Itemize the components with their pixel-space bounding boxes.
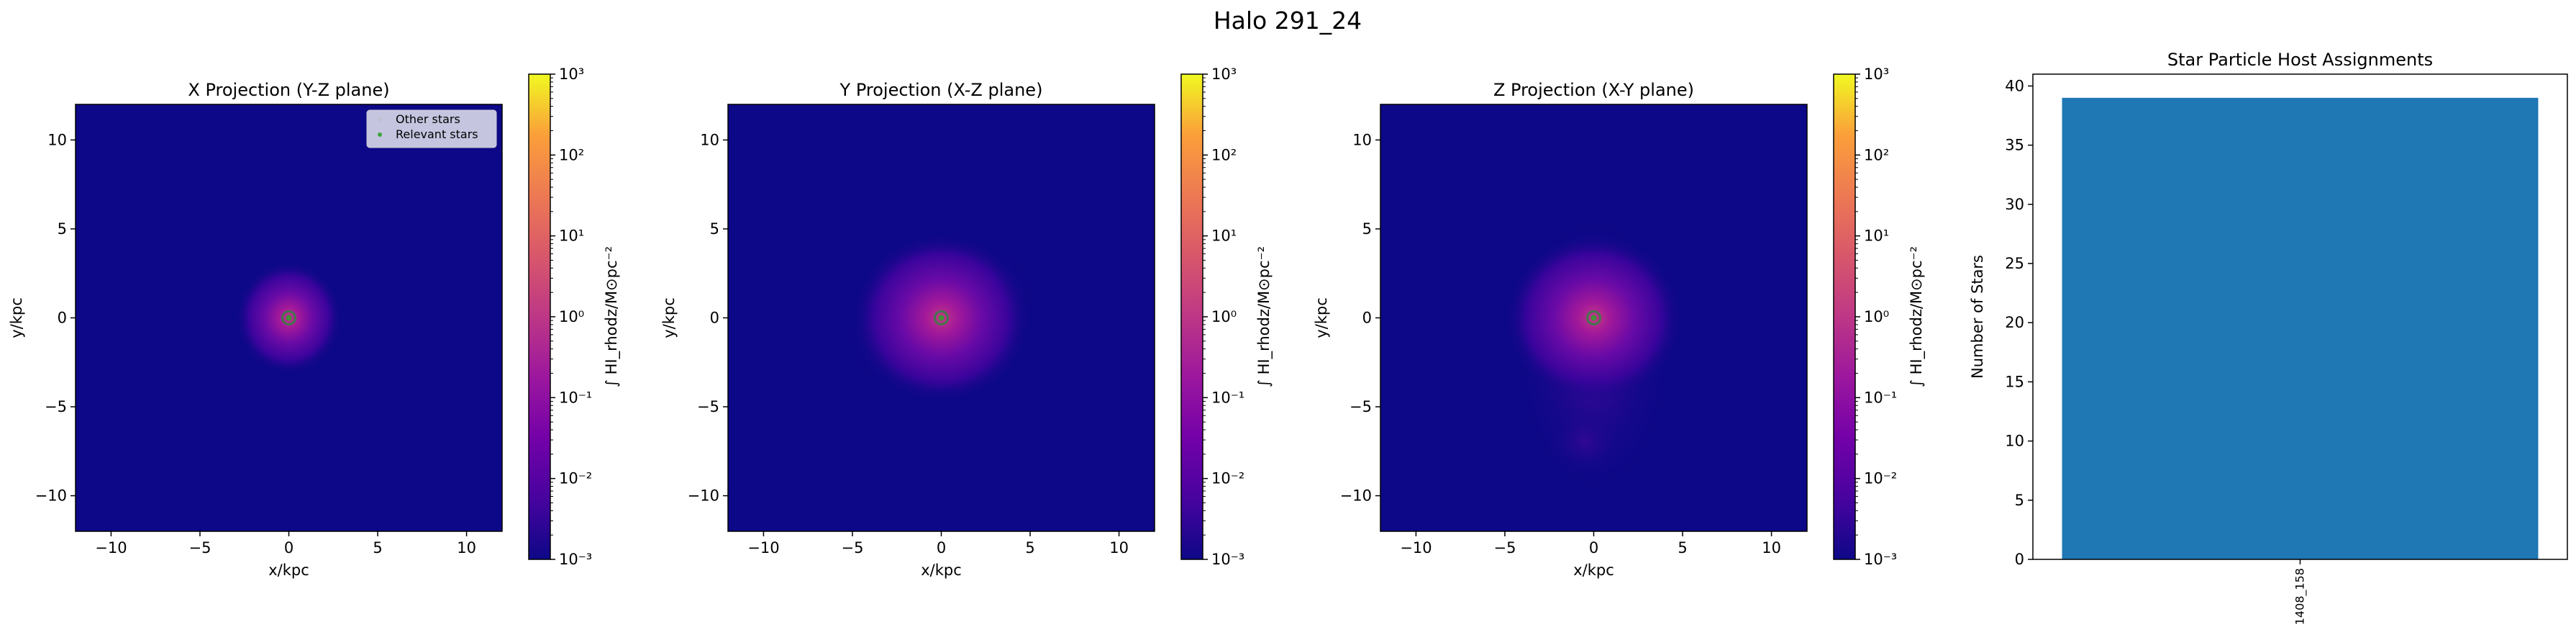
x-tick-label: −5 <box>1493 539 1516 556</box>
colorbar-label: ∫ HI_rhodz/M⊙pc⁻² <box>1255 246 1273 387</box>
colorbar-tick-label: 10⁻² <box>1211 470 1244 487</box>
y-axis-label: y/kpc <box>660 297 678 338</box>
colorbar-tick-label: 10² <box>559 146 584 163</box>
x-tick-label: −10 <box>95 539 127 556</box>
legend-entry: Other stars <box>396 112 460 126</box>
y-tick-label: 25 <box>2005 255 2024 272</box>
x-axis-label: x/kpc <box>1573 562 1614 579</box>
panel-title: Y Projection (X-Z plane) <box>839 80 1043 100</box>
colorbar <box>1180 73 1203 560</box>
star-cluster <box>281 310 296 325</box>
y-tick-label: 30 <box>2005 196 2024 213</box>
y-tick-label: 15 <box>2005 373 2024 390</box>
y-tick-label: 10 <box>47 131 67 148</box>
y-tick-label: −5 <box>45 398 67 415</box>
legend-marker <box>378 117 382 122</box>
colorbar-tick-label: 10⁻³ <box>1864 551 1897 568</box>
colorbar-tick-label: 10⁰ <box>1211 308 1237 325</box>
colorbar-tick-label: 10⁰ <box>1864 308 1889 325</box>
y-tick-label: 40 <box>2005 77 2024 94</box>
y-tick-label: 0 <box>1362 310 1372 327</box>
figure-suptitle: Halo 291_24 <box>1214 6 1362 35</box>
y-tick-label: 10 <box>2005 433 2024 450</box>
y-tick-label: 35 <box>2005 137 2024 154</box>
legend-box <box>366 109 497 148</box>
x-tick-label: 0 <box>937 539 946 556</box>
panel-title: Star Particle Host Assignments <box>2167 50 2433 70</box>
host-assignment-panel: 1408_158 0 5 10 15 20 25 30 35 40 Number of Stars S… <box>1969 50 2568 625</box>
colorbar-tick-label: 10⁻² <box>559 470 592 487</box>
projection-panel-2: −10 −5 0 5 10 −10 −5 0 5 10 x/kpc y/kpc Y Projection… <box>660 66 1273 579</box>
x-tick-label: 5 <box>373 539 382 556</box>
x-tick-label: −10 <box>1400 539 1432 556</box>
colorbar-tick-label: 10⁻³ <box>559 551 592 568</box>
x-tick-label: 1408_158 <box>2293 568 2308 625</box>
x-tick-label: 10 <box>1762 539 1781 556</box>
colorbar-label: ∫ HI_rhodz/M⊙pc⁻² <box>1908 246 1926 387</box>
y-tick-label: 10 <box>1352 131 1372 148</box>
colorbar-tick-label: 10² <box>1211 146 1237 163</box>
x-axis-label: x/kpc <box>268 562 309 579</box>
colorbar-tick-label: 10³ <box>1864 66 1889 83</box>
y-tick-label: 10 <box>700 131 719 148</box>
x-tick-label: 0 <box>1589 539 1598 556</box>
star-point <box>1590 315 1597 321</box>
y-tick-label: 0 <box>710 310 719 327</box>
x-tick-label: 5 <box>1025 539 1034 556</box>
x-tick-label: 5 <box>1678 539 1687 556</box>
colorbar-tick-label: 10¹ <box>1864 227 1889 245</box>
y-axis-label: y/kpc <box>8 297 25 338</box>
colorbar-tick-label: 10² <box>1864 146 1889 163</box>
colorbar-label: ∫ HI_rhodz/M⊙pc⁻² <box>603 246 621 387</box>
colorbar-tick-label: 10⁻² <box>1864 470 1897 487</box>
x-tick-label: −5 <box>841 539 863 556</box>
y-tick-label: 5 <box>710 220 719 238</box>
projection-panel-1: −10 −5 0 5 10 −10 −5 0 5 10 x/kpc y/kpc X Projection… <box>8 66 621 579</box>
panel-title: Z Projection (X-Y plane) <box>1493 80 1694 100</box>
y-tick-label: −5 <box>697 398 719 415</box>
panel-title: X Projection (Y-Z plane) <box>188 80 389 100</box>
y-tick-label: −10 <box>688 487 719 505</box>
legend-entry: Relevant stars <box>396 127 478 141</box>
colorbar-tick-label: 10³ <box>1211 66 1237 83</box>
x-tick-label: 10 <box>1109 539 1129 556</box>
y-axis-label: Number of Stars <box>1969 255 1986 379</box>
y-axis-label: y/kpc <box>1313 297 1330 338</box>
x-axis-label: x/kpc <box>921 562 962 579</box>
x-tick-label: −5 <box>188 539 211 556</box>
colorbar-tick-label: 10⁻¹ <box>1211 389 1244 406</box>
gas-halo-tail <box>1544 407 1625 478</box>
star-cluster <box>1586 310 1601 325</box>
y-tick-label: 5 <box>2015 492 2024 509</box>
y-tick-label: 0 <box>58 310 67 327</box>
y-tick-label: 20 <box>2005 314 2024 331</box>
y-tick-label: −10 <box>35 487 67 505</box>
colorbar-tick-label: 10¹ <box>1211 227 1237 245</box>
y-tick-label: −5 <box>1350 398 1372 415</box>
plot-frame <box>2032 73 2568 560</box>
colorbar <box>528 73 551 560</box>
y-tick-label: 0 <box>2015 551 2024 568</box>
y-tick-label: 5 <box>58 220 67 238</box>
colorbar <box>1833 73 1856 560</box>
colorbar-tick-label: 10⁻³ <box>1211 551 1244 568</box>
colorbar-tick-label: 10³ <box>559 66 584 83</box>
colorbar-tick-label: 10¹ <box>559 227 584 245</box>
x-tick-label: −10 <box>747 539 779 556</box>
y-tick-label: 5 <box>1362 220 1372 238</box>
x-tick-label: 10 <box>457 539 476 556</box>
y-tick-label: −10 <box>1340 487 1372 505</box>
star-point <box>938 315 945 321</box>
colorbar-tick-label: 10⁰ <box>559 308 584 325</box>
star-cluster <box>934 310 949 325</box>
star-point <box>286 315 292 321</box>
x-tick-label: 0 <box>284 539 293 556</box>
colorbar-tick-label: 10⁻¹ <box>559 389 592 406</box>
bar <box>2062 97 2539 559</box>
projection-panel-3: −10 −5 0 5 10 −10 −5 0 5 10 x/kpc y/kpc Z Projection… <box>1313 66 1926 579</box>
legend-marker <box>378 132 382 137</box>
colorbar-tick-label: 10⁻¹ <box>1864 389 1897 406</box>
